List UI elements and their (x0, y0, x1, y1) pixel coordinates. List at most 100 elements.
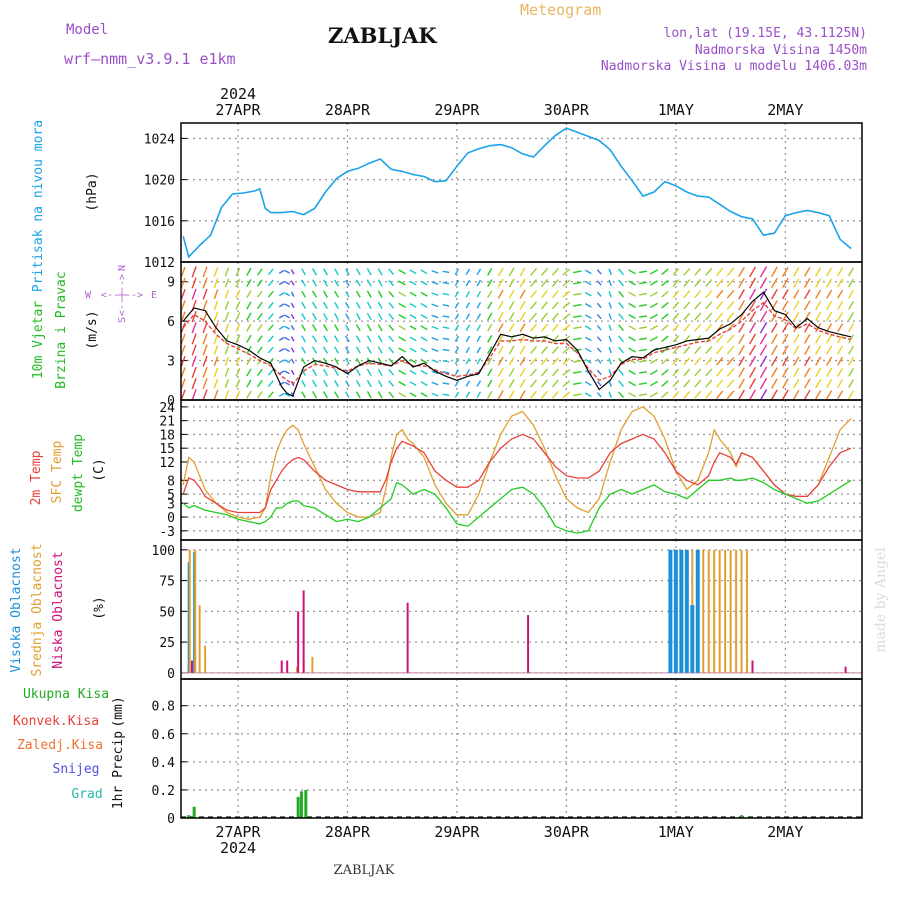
wind-arrow (628, 269, 636, 275)
wind-arrow (497, 356, 504, 366)
wind-arrow (334, 368, 339, 376)
wind-arrow (257, 268, 263, 276)
wind-arrow (355, 279, 361, 287)
wind-arrow (573, 270, 582, 274)
wind-arrow (224, 390, 230, 400)
wind-arrow (694, 323, 702, 332)
y-tick-label: 15 (159, 442, 175, 457)
wind-arrow (224, 334, 230, 344)
wind-arrow (748, 322, 757, 334)
wind-arrow (781, 367, 789, 378)
wind-arrow (257, 346, 263, 354)
wind-arrow (431, 337, 439, 341)
compass-rose: N S <--|--> W E <--|--> (85, 265, 157, 323)
wind-arrow (738, 378, 745, 389)
wind-arrow (284, 336, 290, 341)
wind-arrow (573, 303, 582, 307)
y-tick-label: 0 (167, 812, 175, 827)
wind-arrow (377, 301, 383, 309)
wind-arrow (530, 357, 538, 366)
wind-arrow (301, 279, 307, 287)
wind-arrow (793, 300, 800, 311)
wind-arrow (694, 368, 702, 377)
wind-arrow (672, 346, 680, 354)
wind-arrow (837, 312, 844, 322)
wind-arrow (672, 301, 680, 310)
wind-arrow (770, 333, 778, 345)
wind-arrow (180, 311, 186, 322)
year-top-label: 2024 (220, 85, 256, 103)
wind-arrow (301, 346, 307, 354)
y-tick-label: 0 (167, 394, 175, 409)
wind-arrow (628, 392, 636, 398)
wind-arrow (770, 289, 778, 300)
wind-arrow (748, 333, 757, 345)
wind-arrow (694, 357, 702, 366)
wind-arrow (519, 379, 526, 389)
wind-arrow (235, 312, 241, 321)
pressure-panel: 1012 1016 1020 1024 (144, 122, 863, 271)
wind-arrow (837, 334, 844, 344)
wind-arrow (628, 369, 636, 376)
wind-arrow (694, 267, 702, 276)
wind-arrow (694, 301, 702, 310)
wind-arrow (431, 314, 439, 319)
wind-arrow (465, 302, 471, 309)
wind-arrow (409, 369, 417, 375)
temp-ylabel-1: 2m Temp (29, 450, 44, 505)
wind-arrow (257, 301, 263, 309)
wind-arrow (649, 269, 658, 275)
wind-arrow (759, 377, 768, 390)
wind-arrow (530, 301, 538, 310)
wind-arrow (715, 390, 724, 399)
wind-arrow (608, 302, 612, 309)
wind-arrow (267, 279, 274, 287)
wind-arrow (290, 347, 295, 353)
wind-arrow (257, 312, 263, 321)
wind-arrow (584, 291, 592, 297)
wind-arrow (638, 281, 648, 285)
cloud-high-bar (673, 549, 678, 673)
wind-arrow (770, 300, 778, 311)
wind-arrow (661, 369, 669, 376)
wind-arrow (726, 368, 735, 377)
wind-arrow (672, 268, 680, 276)
wind-arrow (420, 336, 428, 342)
wind-arrow (608, 324, 612, 331)
wind-arrow (715, 334, 724, 344)
wind-arrow (366, 391, 372, 399)
wind-arrow (661, 357, 669, 365)
wind-arrow (738, 266, 745, 277)
wind-arrow (284, 325, 290, 330)
wind-arrow (519, 390, 526, 400)
wind-arrow (224, 323, 230, 333)
wind-arrow (267, 324, 274, 332)
wind-arrow (628, 280, 636, 286)
precip-panel: 0 0.2 0.4 0.6 0.8 (152, 678, 863, 827)
wind-arrow (661, 380, 669, 387)
wind-arrow (793, 367, 800, 378)
wind-arrow (826, 267, 833, 277)
wind-arrow (826, 278, 833, 288)
y-tick-label: 21 (159, 415, 175, 430)
wind-arrow (322, 290, 329, 298)
compass-south: S (117, 317, 128, 323)
wind-arrow (748, 288, 757, 300)
wind-arrow (573, 393, 582, 397)
wind-arrow (398, 280, 406, 286)
wind-arrow (377, 379, 383, 388)
wind-arrow (420, 291, 428, 297)
wind-arrow (278, 314, 285, 319)
wind-arrow (224, 367, 230, 377)
wind-arrow (442, 371, 450, 374)
wind-arrow (551, 301, 559, 310)
wind-arrow (431, 325, 439, 330)
wind-arrow (180, 367, 186, 378)
year-bottom-label: 2024 (220, 839, 256, 857)
wind-arrow (748, 366, 757, 378)
dewpoint-line (182, 477, 852, 534)
wind-arrow (290, 336, 295, 342)
wind-arrow (398, 380, 406, 387)
compass-north: N (117, 265, 128, 271)
wind-arrow (301, 301, 307, 309)
